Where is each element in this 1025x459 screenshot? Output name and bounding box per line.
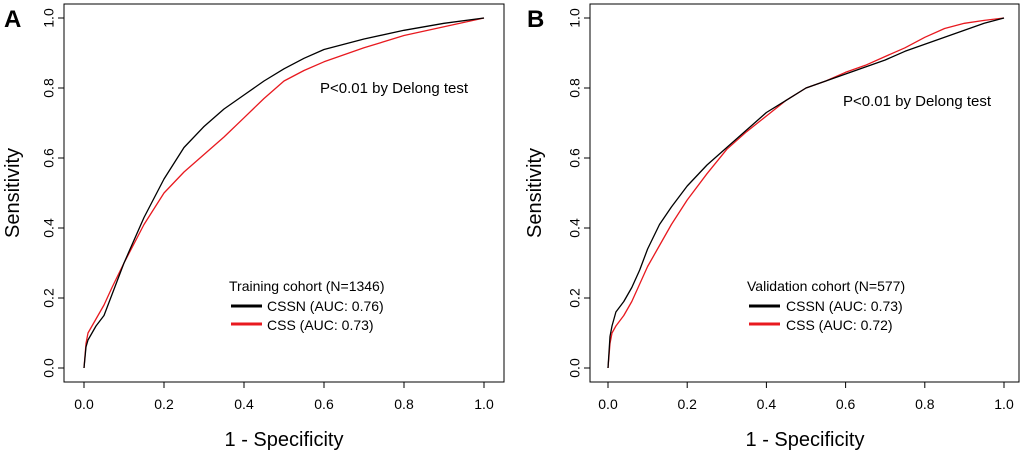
y-tick-label: 0.8 xyxy=(41,78,57,98)
panel-b-y-axis-title: Sensitivity xyxy=(524,148,546,238)
x-tick-label: 0.6 xyxy=(314,396,334,412)
panel-b-letter: B xyxy=(527,6,544,33)
panel-b-legend-label-css: CSS (AUC: 0.72) xyxy=(786,317,893,333)
panel-a-y-axis-title: Sensitivity xyxy=(2,148,24,238)
y-tick-label: 0.2 xyxy=(567,288,583,308)
panel-a-y-axis: 0.0 0.2 0.4 0.6 0.8 1.0 xyxy=(41,8,65,378)
y-tick-label: 0.0 xyxy=(41,358,57,378)
panel-a-letter: A xyxy=(4,6,21,33)
roc-curve-cssn xyxy=(83,17,485,369)
panel-a-x-axis: 0.0 0.2 0.4 0.6 0.8 1.0 xyxy=(74,381,494,412)
y-tick-label: 0.6 xyxy=(41,148,57,168)
x-tick-label: 0.8 xyxy=(915,396,935,412)
panel-b-legend: Validation cohort (N=577) CSSN (AUC: 0.7… xyxy=(747,278,905,333)
x-tick-label: 0.2 xyxy=(677,396,697,412)
y-tick-label: 0.8 xyxy=(567,78,583,98)
roc-curve-css xyxy=(83,17,485,369)
x-tick-label: 0.8 xyxy=(394,396,414,412)
x-tick-label: 0.6 xyxy=(836,396,856,412)
x-tick-label: 0.0 xyxy=(598,396,618,412)
panel-b-legend-label-cssn: CSSN (AUC: 0.73) xyxy=(786,298,903,314)
x-tick-label: 0.0 xyxy=(74,396,94,412)
panel-a-curves xyxy=(83,17,485,369)
panel-b-delong-annotation: P<0.01 by Delong test xyxy=(843,93,992,110)
panel-a-legend: Training cohort (N=1346) CSSN (AUC: 0.76… xyxy=(229,278,385,333)
y-tick-label: 0.2 xyxy=(41,288,57,308)
panel-a: A 0.00.20.40.60.81.0 0.0 0.2 0.4 0.6 0.8 1.0 … xyxy=(2,3,505,451)
panel-b-x-axis: 0.0 0.2 0.4 0.6 0.8 1.0 xyxy=(598,381,1014,412)
roc-curve-cssn xyxy=(607,17,1005,369)
y-tick-label: 1.0 xyxy=(41,8,57,28)
x-tick-label: 0.4 xyxy=(757,396,777,412)
y-tick-label: 0.4 xyxy=(567,218,583,238)
x-tick-label: 0.4 xyxy=(234,396,254,412)
panel-a-delong-annotation: P<0.01 by Delong test xyxy=(320,80,469,97)
panel-b-x-axis-title: 1 - Specificity xyxy=(746,429,865,451)
x-tick-label: 1.0 xyxy=(474,396,494,412)
roc-curve-css xyxy=(607,17,1005,369)
panel-a-legend-label-css: CSS (AUC: 0.73) xyxy=(267,317,374,333)
panel-b-legend-title: Validation cohort (N=577) xyxy=(747,278,905,294)
y-tick-label: 0.0 xyxy=(567,358,583,378)
panel-b-curves xyxy=(607,17,1005,369)
y-tick-label: 0.6 xyxy=(567,148,583,168)
y-tick-label: 1.0 xyxy=(567,8,583,28)
panel-a-x-axis-title: 1 - Specificity xyxy=(225,429,344,451)
panel-a-legend-label-cssn: CSSN (AUC: 0.76) xyxy=(267,298,384,314)
panel-a-legend-title: Training cohort (N=1346) xyxy=(229,278,385,294)
y-tick-label: 0.4 xyxy=(41,218,57,238)
x-tick-label: 0.2 xyxy=(154,396,174,412)
x-tick-label: 1.0 xyxy=(994,396,1014,412)
panel-b-y-axis: 0.0 0.2 0.4 0.6 0.8 1.0 xyxy=(567,8,591,378)
panel-b: B 0.00.20.40.60.81.0 0.0 0.2 0.4 0.6 0.8 1.0 … xyxy=(524,3,1020,451)
